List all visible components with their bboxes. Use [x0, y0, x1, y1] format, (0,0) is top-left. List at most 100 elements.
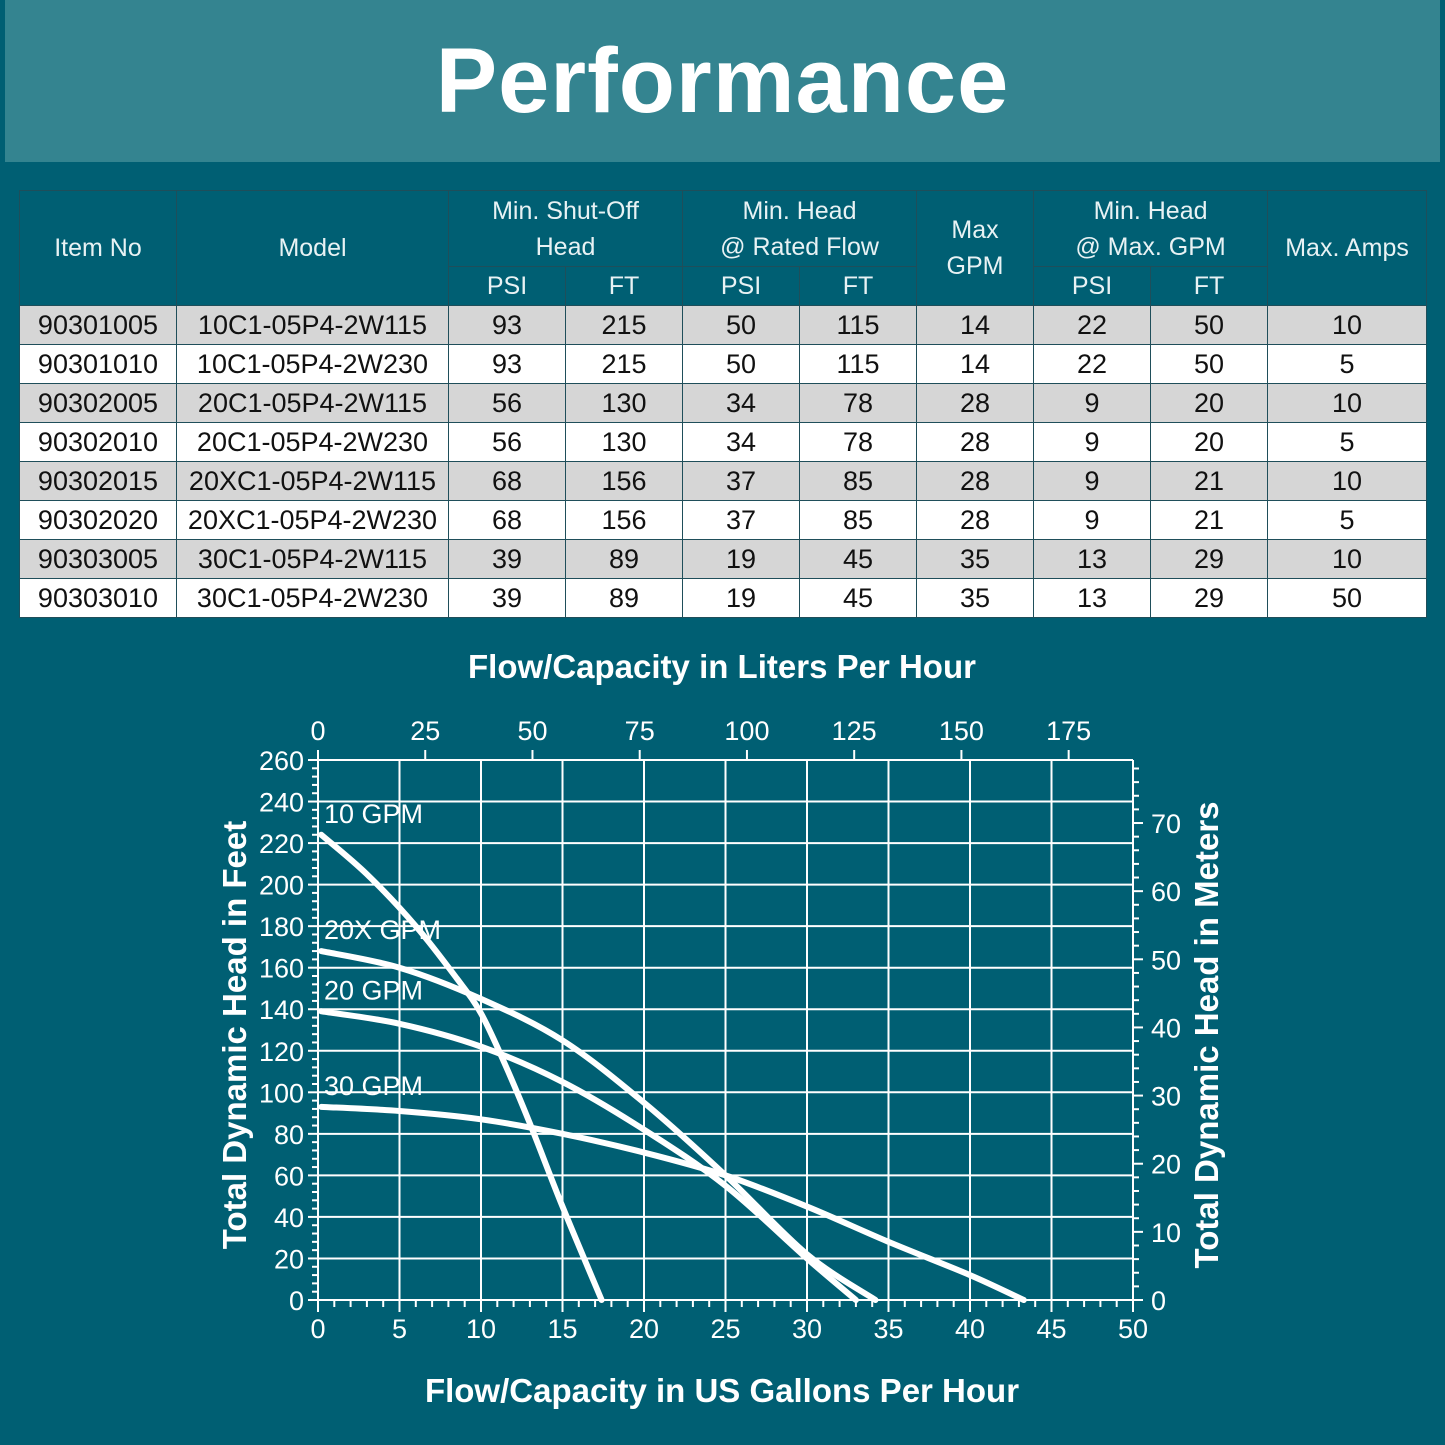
- subheader-ft: FT: [1150, 266, 1269, 306]
- table-cell: 20C1-05P4-2W115: [176, 383, 449, 423]
- table-cell: 29: [1150, 539, 1269, 579]
- subheader-ft: FT: [799, 266, 918, 306]
- y-tick-label: 220: [259, 829, 304, 859]
- table-cell: 35: [916, 578, 1035, 618]
- table-cell: 20C1-05P4-2W230: [176, 422, 449, 462]
- table-cell: 13: [1033, 539, 1152, 579]
- table-row: 90302010 20C1-05P4-2W230 56 130 34 78 28 9 20 5: [19, 422, 1428, 462]
- table-cell: 19: [682, 539, 801, 579]
- series-curve-3: [318, 1103, 1027, 1303]
- table-cell: 21: [1150, 500, 1269, 540]
- table-cell: 90302015: [19, 461, 177, 501]
- performance-chart: Flow/Capacity in Liters Per Hour Flow/Ca…: [0, 640, 1445, 1445]
- x-tick-label: 40: [955, 1314, 985, 1344]
- y-axis-title: Total Dynamic Head in Feet: [216, 821, 253, 1249]
- table-cell: 93: [448, 305, 566, 345]
- subheader-psi: PSI: [448, 266, 566, 306]
- header-head-max-gpm: Min. Head @ Max. GPM: [1033, 190, 1269, 267]
- right-tick-label: 50: [1151, 945, 1181, 975]
- table-cell: 90302010: [19, 422, 177, 462]
- y-tick-label: 60: [274, 1161, 304, 1191]
- table-cell: 89: [564, 539, 684, 579]
- y-tick-label: 240: [259, 788, 304, 818]
- table-cell: 19: [682, 578, 801, 618]
- x-tick-label: 5: [392, 1314, 407, 1344]
- y-tick-label: 140: [259, 995, 304, 1025]
- right-tick-label: 20: [1151, 1150, 1181, 1180]
- table-row: 90302015 20XC1-05P4-2W115 68 156 37 85 28 9 21 10: [19, 461, 1428, 501]
- right-tick-label: 60: [1151, 877, 1181, 907]
- header-rated-flow: Min. Head @ Rated Flow: [682, 190, 918, 267]
- table-cell: 21: [1150, 461, 1269, 501]
- table-cell: 37: [682, 500, 801, 540]
- y-tick-label: 200: [259, 871, 304, 901]
- y-tick-label: 80: [274, 1120, 304, 1150]
- performance-table: Item No Model Min. Shut-Off Head Min. He…: [19, 190, 1428, 618]
- series-label: 20X GPM: [324, 915, 441, 945]
- right-tick-label: 10: [1151, 1218, 1181, 1248]
- table-cell: 78: [799, 383, 918, 423]
- table-row: 90303010 30C1-05P4-2W230 39 89 19 45 35 13 29 50: [19, 578, 1428, 618]
- right-tick-label: 70: [1151, 809, 1181, 839]
- table-cell: 90302005: [19, 383, 177, 423]
- x-tick-label: 35: [873, 1314, 903, 1344]
- table-row: 90302005 20C1-05P4-2W115 56 130 34 78 28 9 20 10: [19, 383, 1428, 423]
- table-cell: 156: [564, 500, 684, 540]
- series-label: 30 GPM: [324, 1071, 423, 1101]
- table-cell: 115: [799, 344, 918, 384]
- table-cell: 93: [448, 344, 566, 384]
- table-cell: 5: [1267, 500, 1428, 540]
- series-label: 20 GPM: [324, 975, 423, 1005]
- table-cell: 5: [1267, 422, 1428, 462]
- series-label: 10 GPM: [324, 799, 423, 829]
- table-cell: 78: [799, 422, 918, 462]
- table-cell: 130: [564, 422, 684, 462]
- table-cell: 14: [916, 344, 1035, 384]
- header-max-gpm: Max GPM: [916, 190, 1035, 306]
- table-cell: 50: [682, 344, 801, 384]
- table-cell: 68: [448, 461, 566, 501]
- table-cell: 10: [1267, 539, 1428, 579]
- table-cell: 20: [1150, 422, 1269, 462]
- table-cell: 50: [682, 305, 801, 345]
- y-tick-label: 120: [259, 1037, 304, 1067]
- table-cell: 22: [1033, 344, 1152, 384]
- y-tick-label: 0: [289, 1286, 304, 1316]
- header-model: Model: [176, 190, 449, 306]
- table-cell: 115: [799, 305, 918, 345]
- table-cell: 28: [916, 422, 1035, 462]
- table-cell: 130: [564, 383, 684, 423]
- table-cell: 89: [564, 578, 684, 618]
- table-row: 90302020 20XC1-05P4-2W230 68 156 37 85 28 9 21 5: [19, 500, 1428, 540]
- table-row: 90301005 10C1-05P4-2W115 93 215 50 115 14 22 50 1…: [19, 305, 1428, 345]
- table-row: 90301010 10C1-05P4-2W230 93 215 50 115 14 22 50 5: [19, 344, 1428, 384]
- y-tick-label: 100: [259, 1078, 304, 1108]
- table-cell: 28: [916, 500, 1035, 540]
- top-tick-label: 0: [310, 716, 325, 746]
- title-banner: Performance: [5, 0, 1440, 162]
- series-curve-2: [318, 1008, 859, 1303]
- x-tick-label: 45: [1036, 1314, 1066, 1344]
- table-cell: 20XC1-05P4-2W115: [176, 461, 449, 501]
- table-cell: 39: [448, 539, 566, 579]
- table-cell: 39: [448, 578, 566, 618]
- table-cell: 28: [916, 461, 1035, 501]
- x-tick-label: 0: [310, 1314, 325, 1344]
- table-cell: 56: [448, 383, 566, 423]
- table-cell: 156: [564, 461, 684, 501]
- table-cell: 9: [1033, 461, 1152, 501]
- table-cell: 45: [799, 539, 918, 579]
- table-cell: 5: [1267, 344, 1428, 384]
- table-cell: 20XC1-05P4-2W230: [176, 500, 449, 540]
- table-cell: 34: [682, 422, 801, 462]
- top-tick-label: 150: [939, 716, 984, 746]
- table-cell: 215: [564, 305, 684, 345]
- subheader-ft: FT: [564, 266, 684, 306]
- table-cell: 10C1-05P4-2W230: [176, 344, 449, 384]
- series-curve-0: [318, 831, 605, 1303]
- table-cell: 30C1-05P4-2W115: [176, 539, 449, 579]
- y-tick-label: 160: [259, 954, 304, 984]
- table-cell: 13: [1033, 578, 1152, 618]
- top-tick-label: 100: [724, 716, 769, 746]
- header-shutoff-head: Min. Shut-Off Head: [447, 190, 684, 267]
